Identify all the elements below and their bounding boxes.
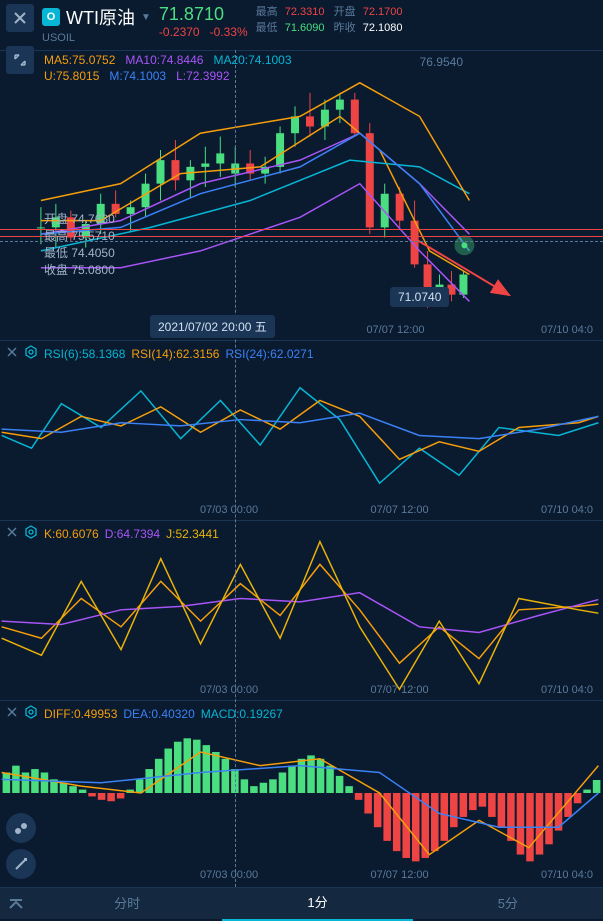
- k-label: K:60.6076: [44, 527, 99, 541]
- chevron-down-icon[interactable]: ▼: [141, 12, 151, 23]
- l-label: L:72.3992: [176, 69, 229, 83]
- ohlc-hover-box: 开盘 74.7630 最高 75.5710 最低 74.4050 收盘 75.0…: [44, 211, 115, 279]
- j-label: J:52.3441: [166, 527, 219, 541]
- draw-button[interactable]: [6, 849, 36, 879]
- rsi14-label: RSI(14):62.3156: [131, 347, 219, 361]
- close-button[interactable]: [6, 4, 34, 32]
- rsi24-label: RSI(24):62.0271: [225, 347, 313, 361]
- price-annotation: 71.0740: [390, 287, 449, 307]
- ma5-label: MA5:75.0752: [44, 53, 115, 67]
- timeframe-tab-tick[interactable]: 分时: [32, 888, 222, 920]
- kdj-chart: [0, 521, 603, 700]
- panel-settings-icon[interactable]: [24, 705, 38, 722]
- main-chart-panel[interactable]: MA5:75.0752 MA10:74.8446 MA20:74.1003 U:…: [0, 50, 603, 340]
- symbol-code: USOIL: [42, 32, 151, 44]
- u-label: U:75.8015: [44, 69, 99, 83]
- panel-close-icon[interactable]: [6, 526, 18, 541]
- macd-panel[interactable]: DIFF:0.49953 DEA:0.40320 MACD:0.19267 07…: [0, 700, 603, 885]
- timeframe-tab-1m[interactable]: 1分: [222, 887, 412, 921]
- dea-label: DEA:0.40320: [123, 707, 194, 721]
- symbol-badge: O: [42, 8, 60, 26]
- ma20-label: MA20:74.1003: [213, 53, 291, 67]
- rsi-chart: [0, 341, 603, 520]
- panel-close-icon[interactable]: [6, 346, 18, 361]
- diff-label: DIFF:0.49953: [44, 707, 117, 721]
- d-label: D:64.7394: [105, 527, 160, 541]
- kdj-panel[interactable]: K:60.6076 D:64.7394 J:52.3441 07/03 00:0…: [0, 520, 603, 700]
- macd-label: MACD:0.19267: [201, 707, 283, 721]
- ma10-label: MA10:74.8446: [125, 53, 203, 67]
- macd-chart: [0, 701, 603, 885]
- panel-settings-icon[interactable]: [24, 525, 38, 542]
- panel-settings-icon[interactable]: [24, 345, 38, 362]
- panel-close-icon[interactable]: [6, 706, 18, 721]
- price-change-pct: -0.33%: [210, 25, 248, 39]
- last-price: 71.8710: [159, 4, 248, 25]
- price-change: -0.2370: [159, 25, 200, 39]
- symbol-name[interactable]: WTI原油: [66, 4, 135, 30]
- rsi-panel[interactable]: RSI(6):58.1368 RSI(14):62.3156 RSI(24):6…: [0, 340, 603, 520]
- datetime-badge: 2021/07/02 20:00 五: [150, 315, 275, 338]
- ohlc-summary: 最高 72.3310 开盘 72.1700 最低 71.6090 昨收 72.1…: [256, 4, 403, 36]
- rsi6-label: RSI(6):58.1368: [44, 347, 125, 361]
- crosshair-vertical: [235, 50, 236, 887]
- indicators-button[interactable]: [6, 813, 36, 843]
- footer-expand-icon[interactable]: [0, 888, 32, 920]
- m-label: M:74.1003: [109, 69, 166, 83]
- expand-button[interactable]: [6, 46, 34, 74]
- timeframe-tab-5m[interactable]: 5分: [413, 888, 603, 920]
- candlestick-chart: [0, 51, 603, 340]
